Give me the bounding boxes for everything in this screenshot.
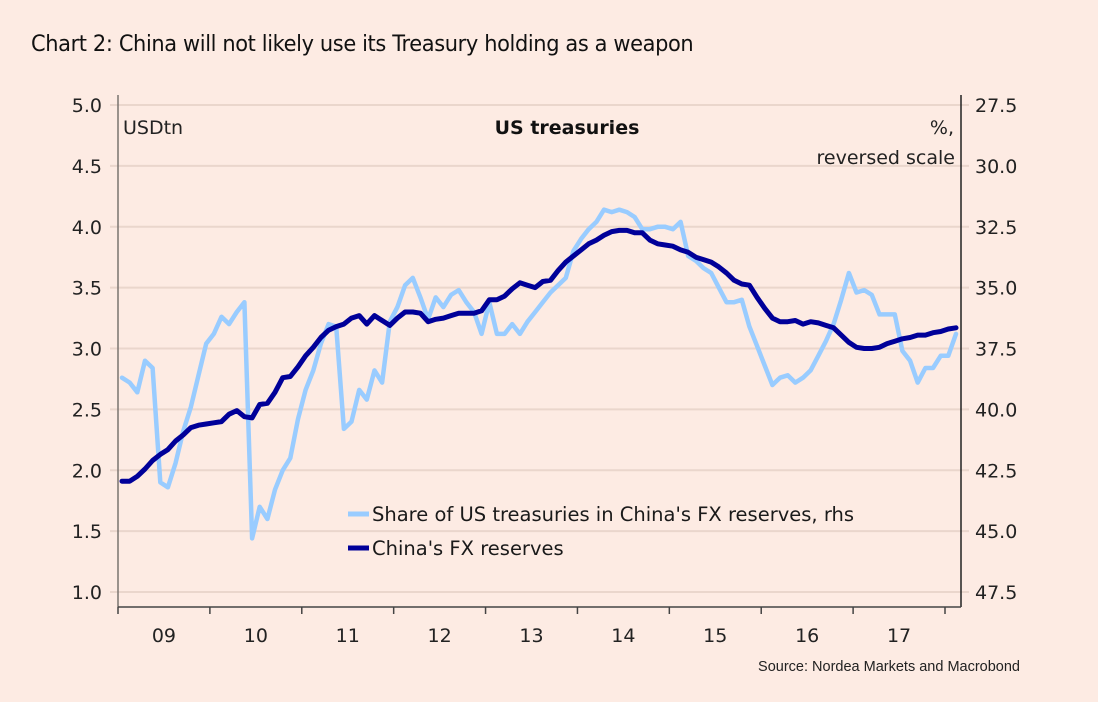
legend-label-reserves: China's FX reserves [372,537,564,560]
panel-title: US treasuries [495,117,640,139]
x-tick-label: 16 [795,625,819,647]
right-tick-label: 30.0 [975,156,1017,178]
left-tick-label: 4.5 [72,156,102,178]
x-axis-ticks: 09 10 11 12 13 14 15 16 17 [117,607,946,647]
left-axis-unit-label: USDtn [123,117,183,139]
right-tick-label: 27.5 [975,95,1017,117]
left-axis-ticks: 5.0 4.5 4.0 3.5 3.0 2.5 2.0 1.5 1.0 [72,95,102,604]
reserves-line [119,227,959,484]
right-axis-ticks: 27.5 30.0 32.5 35.0 37.5 40.0 42.5 45.0 47.5 [975,95,1017,604]
legend-label-share: Share of US treasuries in China's FX res… [372,503,854,526]
right-tick-label: 45.0 [975,521,1017,543]
series-layer [119,207,959,541]
source-note: Source: Nordea Markets and Macrobond [758,659,1020,675]
share-line [119,207,959,541]
axes [117,95,962,608]
x-tick-label: 09 [152,625,176,647]
left-tick-label: 2.0 [72,460,102,482]
x-tick-label: 14 [611,625,635,647]
right-tick-label: 37.5 [975,339,1017,361]
x-tick-label: 11 [336,625,360,647]
series-share-of-treasuries [119,207,959,541]
right-axis-unit-label-line2: reversed scale [817,147,955,169]
x-tick-label: 17 [887,625,911,647]
right-axis-unit-label-line1: %, [930,117,954,139]
left-tick-label: 3.5 [72,278,102,300]
x-tick-label: 10 [244,625,268,647]
left-tick-label: 3.0 [72,339,102,361]
x-tick-label: 15 [703,625,727,647]
right-tick-label: 42.5 [975,460,1017,482]
x-tick-label: 13 [519,625,543,647]
right-tick-label: 32.5 [975,217,1017,239]
left-tick-label: 1.5 [72,521,102,543]
right-tick-label: 47.5 [975,582,1017,604]
legend: Share of US treasuries in China's FX res… [348,503,854,560]
x-tick-label: 12 [428,625,452,647]
right-tick-label: 35.0 [975,278,1017,300]
left-tick-label: 2.5 [72,399,102,421]
left-tick-label: 4.0 [72,217,102,239]
right-tick-label: 40.0 [975,399,1017,421]
chart-title: Chart 2: China will not likely use its T… [31,31,694,57]
left-tick-label: 5.0 [72,95,102,117]
series-fx-reserves [119,227,959,484]
left-tick-label: 1.0 [72,582,102,604]
